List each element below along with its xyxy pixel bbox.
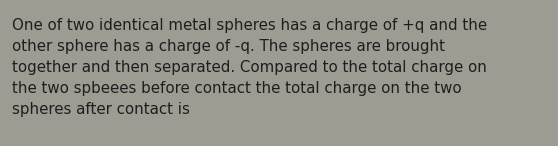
- Text: One of two identical metal spheres has a charge of +q and the
other sphere has a: One of two identical metal spheres has a…: [12, 18, 487, 118]
